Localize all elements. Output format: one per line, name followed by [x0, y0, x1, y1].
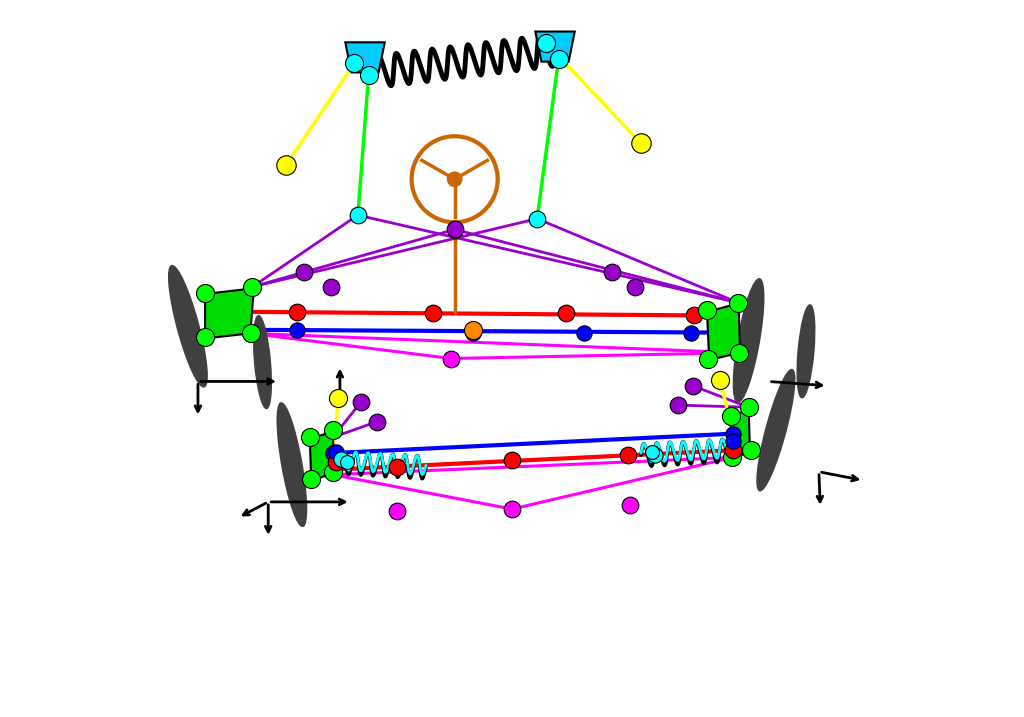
Polygon shape — [707, 303, 740, 360]
Ellipse shape — [169, 265, 207, 387]
Circle shape — [447, 172, 462, 186]
Polygon shape — [345, 42, 385, 72]
Polygon shape — [310, 432, 334, 480]
Ellipse shape — [757, 369, 795, 491]
Ellipse shape — [278, 403, 306, 526]
Ellipse shape — [254, 315, 271, 409]
Polygon shape — [731, 409, 750, 459]
Ellipse shape — [733, 279, 764, 402]
Polygon shape — [205, 288, 254, 338]
Ellipse shape — [797, 305, 815, 398]
Polygon shape — [536, 32, 574, 62]
